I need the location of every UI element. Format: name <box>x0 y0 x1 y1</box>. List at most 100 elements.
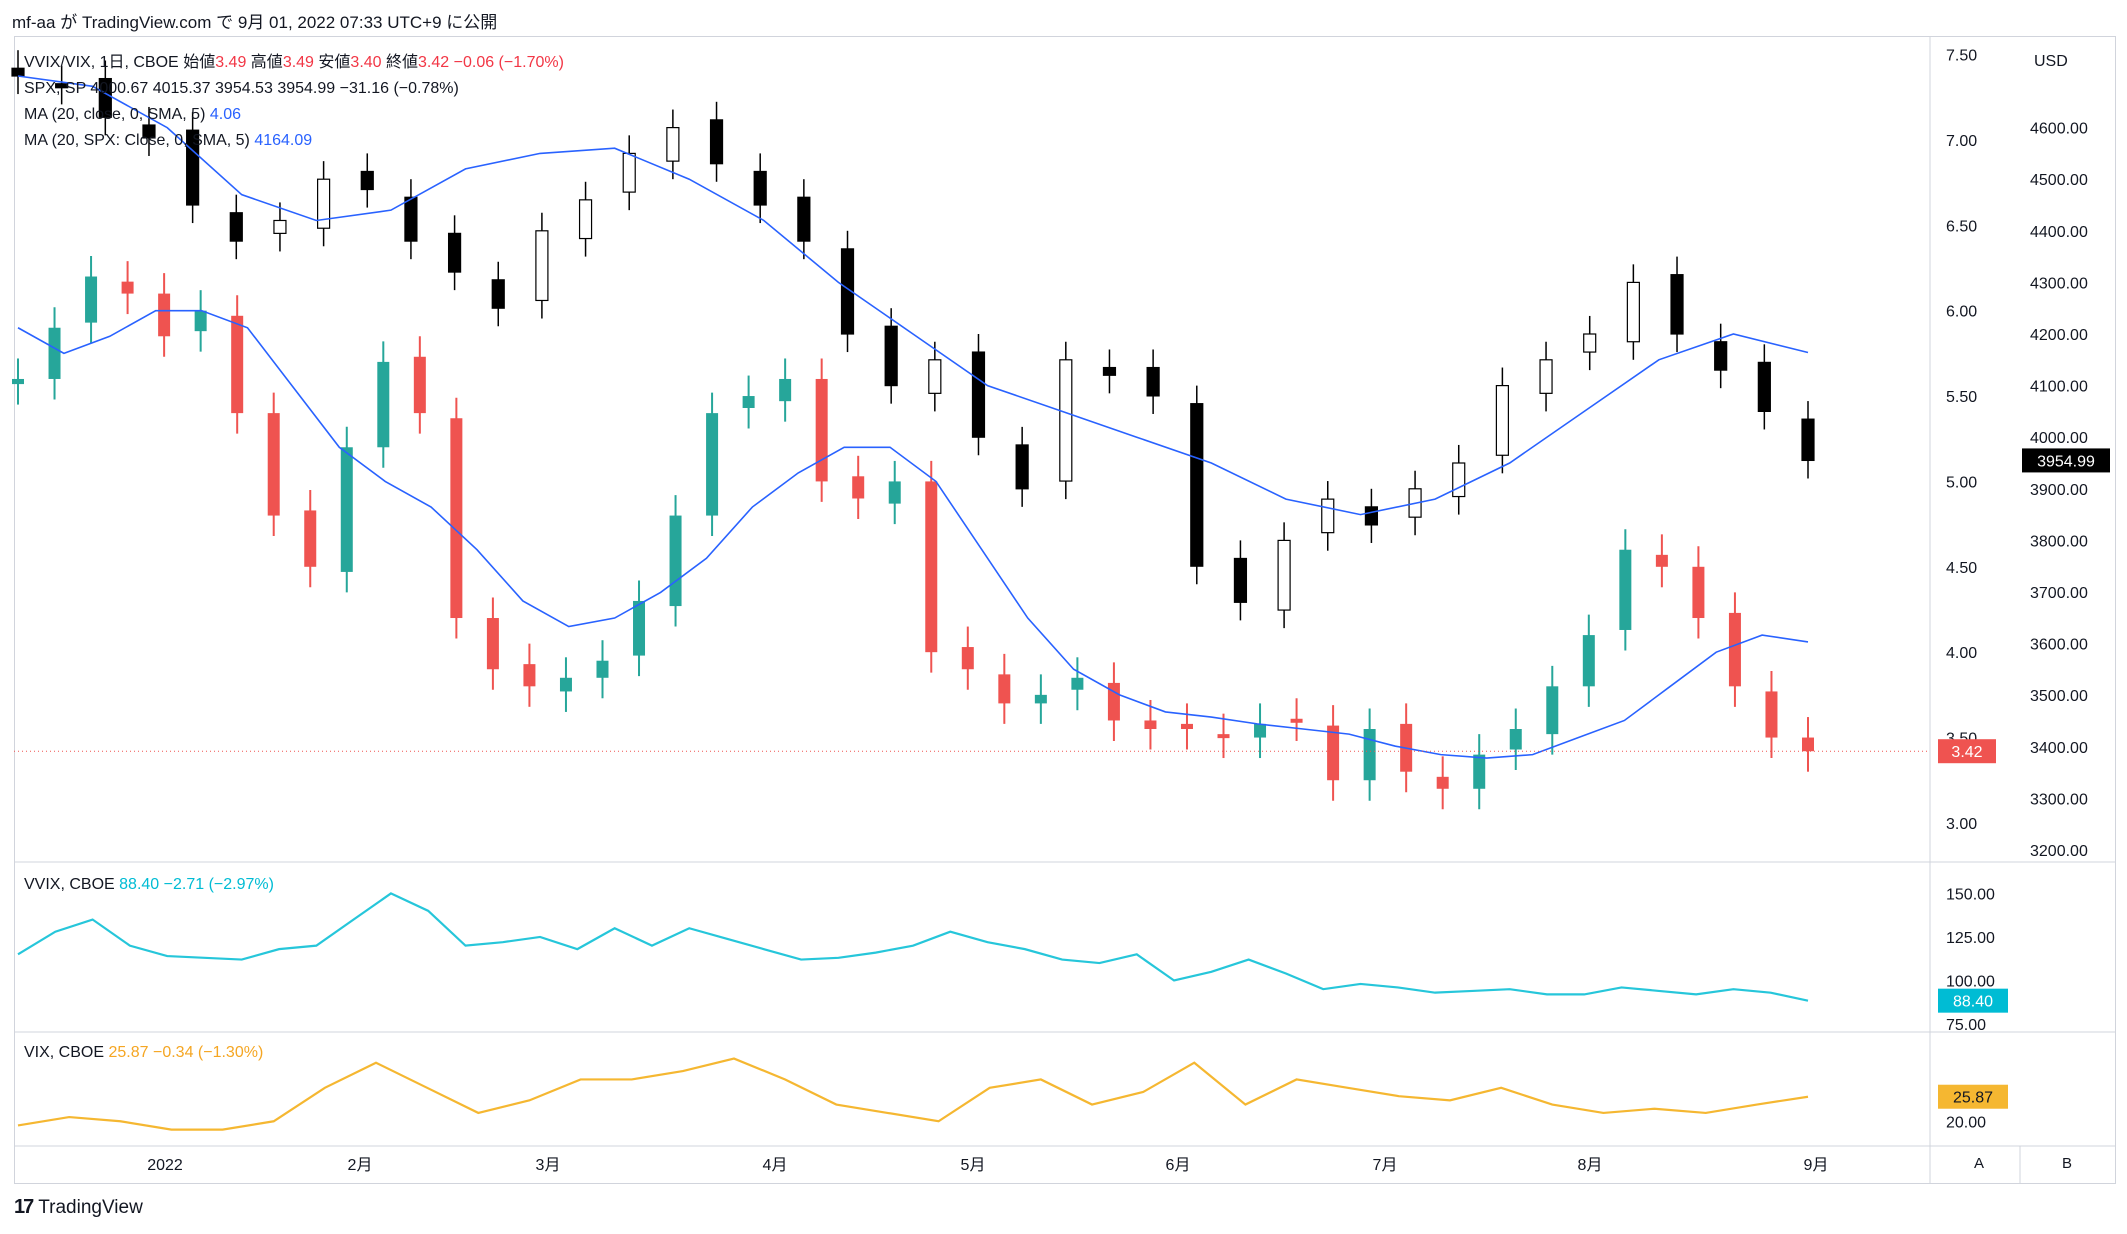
legend-vix: VIX, CBOE 25.87 −0.34 (−1.30%) <box>24 1044 264 1061</box>
ratio-candle <box>1655 554 1668 567</box>
ratio-candle <box>633 600 646 656</box>
spx-candle <box>1277 539 1291 611</box>
legend-vix-value: 25.87 <box>108 1044 149 1061</box>
site-name: TradingView.com <box>81 13 212 32</box>
spx-candle <box>1714 341 1728 371</box>
legend-low: 3.40 <box>350 54 382 71</box>
last-vvix-label: 88.40 <box>1953 994 1993 1011</box>
ratio-candle <box>1728 612 1741 687</box>
spx-candle <box>229 212 243 242</box>
ratio-candle <box>1071 677 1084 690</box>
vvix-tick-label: 100.00 <box>1946 973 1995 990</box>
spx-candle <box>142 124 156 139</box>
ratio-candle <box>413 356 426 414</box>
ratio-candle <box>450 418 463 619</box>
ratio-tick-label: 7.00 <box>1946 133 1977 150</box>
legend-ma1-value: 4.06 <box>209 106 241 123</box>
tradingview-logo-icon: 17 <box>14 1196 34 1218</box>
last-vvix-badge <box>1938 988 2008 1013</box>
spx-candle <box>1233 557 1248 603</box>
ratio-candle <box>1180 723 1193 730</box>
ratio-candle <box>779 378 792 402</box>
spx-candle <box>884 325 898 387</box>
ratio-candle <box>1765 691 1778 738</box>
spx-tick-label: 3400.00 <box>2030 740 2088 757</box>
ratio-candle <box>1509 729 1522 750</box>
brand-footer: 17 TradingView <box>14 1196 143 1219</box>
ratio-candle <box>1290 718 1303 723</box>
publish-datetime: 9月 01, 2022 07:33 UTC+9 <box>237 13 442 32</box>
spx-tick-label: 3900.00 <box>2030 482 2088 499</box>
spx-ma-line <box>17 75 1809 516</box>
spx-candle <box>1583 333 1597 353</box>
last-ratio-badge <box>1938 739 1996 764</box>
spx-candle <box>971 351 986 438</box>
legend-vvix: VVIX, CBOE 88.40 −2.71 (−2.97%) <box>24 876 274 893</box>
legend-ma2-value: 4164.09 <box>254 132 313 149</box>
ratio-candle <box>1254 723 1267 738</box>
spx-candle <box>55 83 69 89</box>
time-tick-label: 9月 <box>1804 1157 1829 1174</box>
spx-candle <box>1539 359 1553 394</box>
spx-candle <box>98 77 112 118</box>
ratio-candle <box>377 361 390 448</box>
legend-vvix-vix-symbol: VVIX/VIX, 1日, CBOE <box>24 54 179 71</box>
spx-tick-label: 4300.00 <box>2030 275 2088 292</box>
ratio-candle <box>1363 729 1376 781</box>
spx-candle <box>1190 403 1204 567</box>
ratio-candle <box>1217 734 1230 739</box>
spx-candle <box>1321 498 1335 534</box>
ratio-tick-label: 6.00 <box>1946 304 1977 321</box>
legend-spx-symbol: SPX, SP <box>24 80 86 97</box>
spx-tick-label: 3800.00 <box>2030 533 2088 550</box>
ratio-candle <box>961 647 974 670</box>
vix-line <box>17 1057 1809 1131</box>
currency-label: USD <box>2034 53 2068 70</box>
ratio-candle <box>706 413 719 516</box>
spx-candle <box>1364 506 1379 526</box>
spx-candle <box>404 196 418 242</box>
spx-candle <box>1015 444 1029 490</box>
publish-line: mf-aa が TradingView.com で 9月 01, 2022 07… <box>12 13 498 32</box>
ratio-candle <box>231 315 244 414</box>
log-scale-button[interactable]: B <box>2061 1155 2072 1172</box>
legend-ma1: MA (20, close, 0, SMA, 5) 4.06 <box>24 106 241 123</box>
spx-candle <box>709 119 724 165</box>
ratio-tick-label: 4.50 <box>1946 560 1977 577</box>
spx-candle <box>622 152 636 193</box>
ratio-candle <box>304 510 317 567</box>
spx-candle <box>666 126 680 162</box>
spx-candle <box>840 248 855 335</box>
time-tick-label: 6月 <box>1166 1157 1191 1174</box>
ratio-candle <box>1802 737 1814 752</box>
legend-ma2: MA (20, SPX: Close, 0, SMA, 5) 4164.09 <box>24 132 313 149</box>
spx-tick-label: 3700.00 <box>2030 585 2088 602</box>
legend-change: −0.06 (−1.70%) <box>453 54 564 71</box>
ratio-candle <box>85 276 98 323</box>
spx-candle <box>1452 462 1466 498</box>
author-name: mf-aa <box>12 13 56 32</box>
legend-vix-change: −0.34 (−1.30%) <box>152 1044 264 1061</box>
spx-candle <box>928 359 942 394</box>
ratio-candle <box>523 664 536 687</box>
spx-candle <box>491 279 505 309</box>
ratio-ma-line <box>17 309 1809 759</box>
ratio-candle <box>194 310 207 332</box>
spx-candle <box>535 230 549 302</box>
auto-scale-button[interactable]: A <box>1973 1155 1984 1172</box>
vix-tick-label: 20.00 <box>1946 1114 1986 1131</box>
ratio-candle <box>1692 566 1705 619</box>
last-ratio-label: 3.42 <box>1951 744 1982 761</box>
ratio-candle <box>669 515 682 607</box>
ratio-tick-label: 4.00 <box>1946 645 1977 662</box>
spx-candle <box>1059 359 1073 482</box>
time-tick-label: 5月 <box>961 1157 986 1174</box>
ratio-candle <box>815 378 828 482</box>
ratio-candle <box>1619 549 1632 630</box>
spx-tick-label: 4500.00 <box>2030 172 2088 189</box>
spx-candle <box>273 219 287 234</box>
spx-tick-label: 3600.00 <box>2030 637 2088 654</box>
legend-close: 3.42 <box>418 54 450 71</box>
last-spx-badge <box>2022 448 2110 473</box>
